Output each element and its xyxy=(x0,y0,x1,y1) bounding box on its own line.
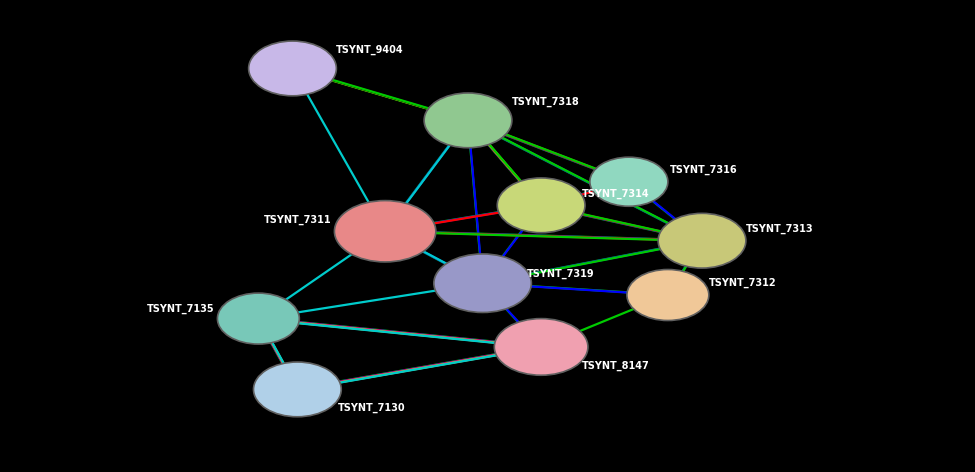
Text: TSYNT_9404: TSYNT_9404 xyxy=(336,44,404,55)
Ellipse shape xyxy=(434,254,531,312)
Ellipse shape xyxy=(424,93,512,148)
Text: TSYNT_7318: TSYNT_7318 xyxy=(512,96,579,107)
Text: TSYNT_7316: TSYNT_7316 xyxy=(670,165,737,175)
Text: TSYNT_7319: TSYNT_7319 xyxy=(526,269,594,279)
Ellipse shape xyxy=(497,178,585,233)
Text: TSYNT_7312: TSYNT_7312 xyxy=(709,278,776,288)
Ellipse shape xyxy=(254,362,341,417)
Text: TSYNT_7313: TSYNT_7313 xyxy=(746,224,813,234)
Text: TSYNT_7311: TSYNT_7311 xyxy=(264,214,332,225)
Text: TSYNT_8147: TSYNT_8147 xyxy=(582,361,649,371)
Text: TSYNT_7135: TSYNT_7135 xyxy=(147,304,214,314)
Ellipse shape xyxy=(217,293,299,344)
Text: TSYNT_7314: TSYNT_7314 xyxy=(582,188,649,199)
Ellipse shape xyxy=(334,201,436,262)
Ellipse shape xyxy=(249,41,336,96)
Ellipse shape xyxy=(627,270,709,320)
Text: TSYNT_7130: TSYNT_7130 xyxy=(338,403,406,413)
Ellipse shape xyxy=(658,213,746,268)
Ellipse shape xyxy=(494,319,588,375)
Ellipse shape xyxy=(590,157,668,206)
